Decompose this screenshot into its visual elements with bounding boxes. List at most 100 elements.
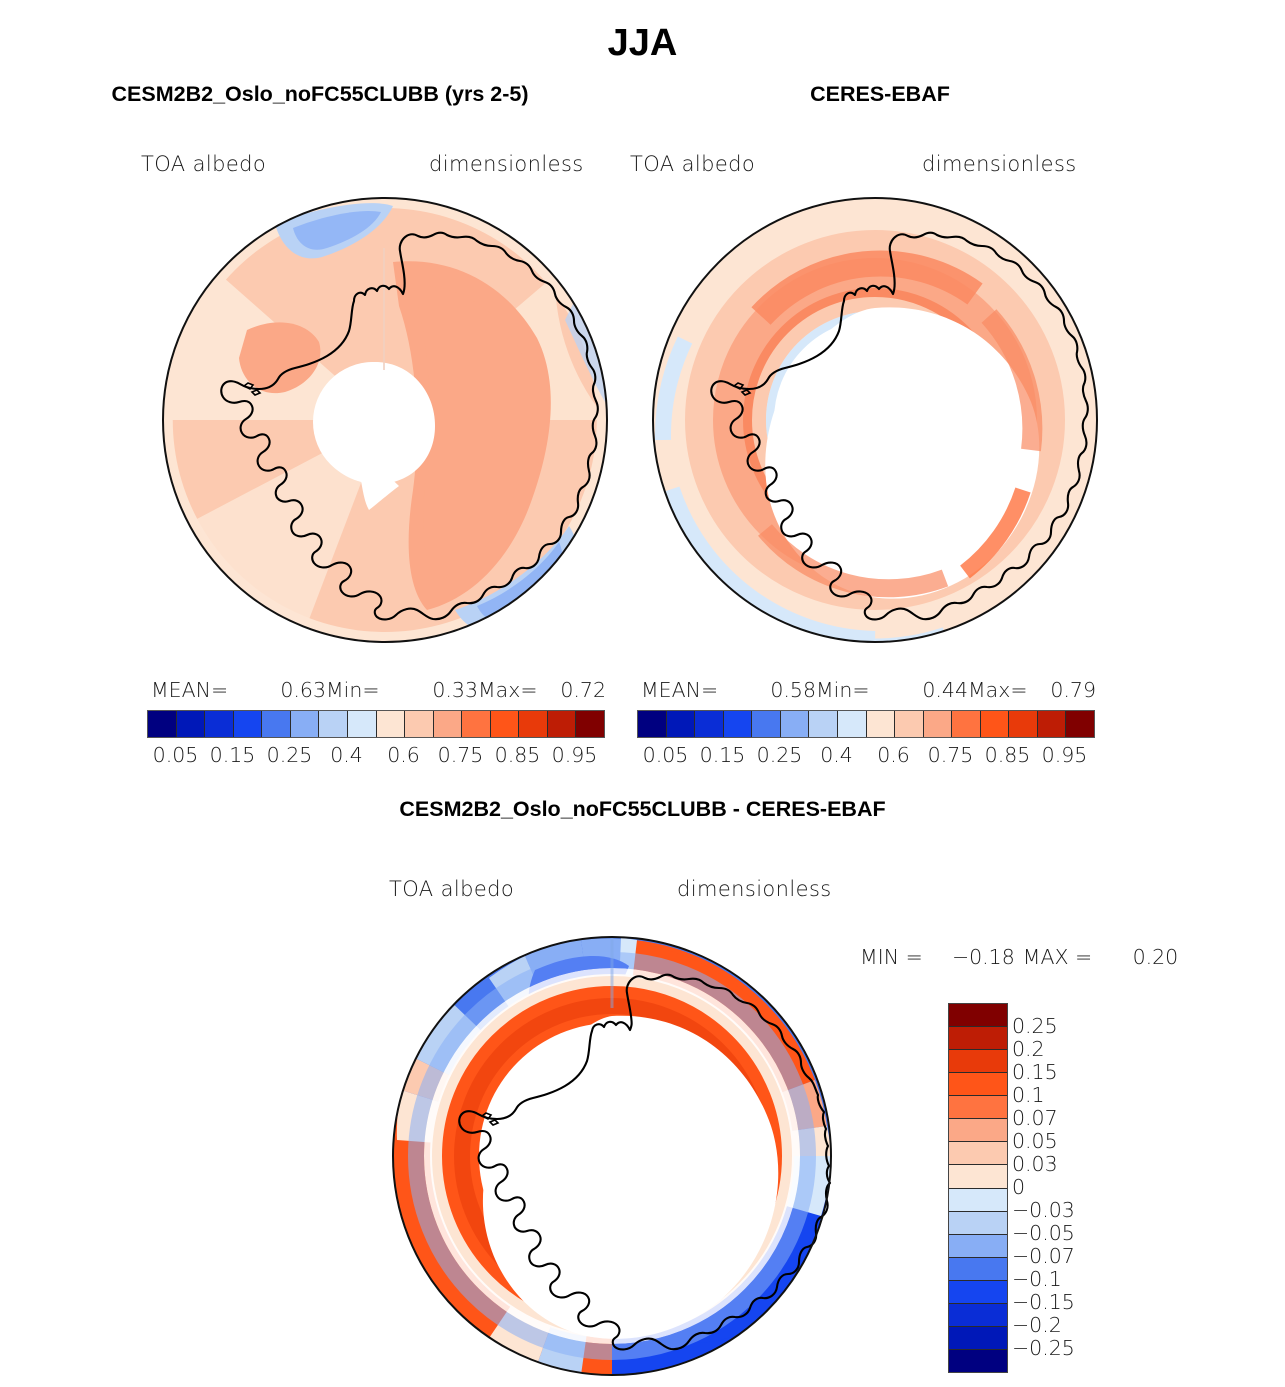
colorbar-cell [1037, 711, 1067, 737]
colorbar-cell [949, 1073, 1007, 1097]
polar-map-difference-svg [392, 936, 832, 1376]
stat-min-obs: Min= 0.44 [816, 678, 968, 702]
obs-contour-fill [653, 198, 1097, 642]
colorbar-tick-label: −0.15 [1012, 1290, 1075, 1314]
difference-max-value: 0.20 [1132, 945, 1179, 969]
colorbar-cell [695, 711, 724, 737]
stat-max-obs: Max= 0.79 [968, 678, 1096, 702]
colorbar-cell [547, 711, 577, 737]
colorbar-tick-label: 0.4 [330, 743, 363, 767]
colorbar-cell [952, 711, 981, 737]
colorbar-tick-label: 0.15 [209, 743, 256, 767]
colorbar-tick-label: 0.05 [152, 743, 199, 767]
colorbar-tick-label: 0.6 [387, 743, 420, 767]
units-label-model: dimensionless [429, 152, 584, 176]
difference-contour-fill [393, 937, 831, 1375]
colorbar-cell [949, 1211, 1007, 1235]
colorbar-cell [923, 711, 953, 737]
colorbar-cell [290, 711, 320, 737]
colorbar-cell [405, 711, 434, 737]
stat-min-key-model: Min= [326, 678, 380, 702]
colorbar-tick-label: 0.85 [984, 743, 1031, 767]
colorbar-cell [866, 711, 896, 737]
antarctica-coastline-obs [710, 231, 1089, 621]
colorbar-cell [148, 711, 177, 737]
colorbar-cell [949, 1165, 1007, 1189]
stat-mean-key-model: MEAN= [151, 678, 229, 702]
colorbar-cell [949, 1303, 1007, 1327]
colorbar-tick-label: −0.05 [1012, 1221, 1075, 1245]
polar-circle-outline-model [162, 197, 608, 643]
colorbar-cell [949, 1257, 1007, 1281]
colorbar-cell [666, 711, 696, 737]
stat-mean-obs: MEAN= 0.58 [641, 678, 816, 702]
colorbar-cell [949, 1234, 1007, 1258]
colorbar-tick-label: 0.05 [642, 743, 689, 767]
panel-title-difference: CESM2B2_Oslo_noFC55CLUBB - CERES-EBAF [399, 797, 886, 821]
colorbar-cell [980, 711, 1010, 737]
stat-max-value-obs: 0.79 [1050, 678, 1096, 702]
stats-row-model: MEAN= 0.63 Min= 0.33 Max= 0.72 [151, 678, 606, 702]
difference-min-value: −0.18 [951, 945, 1015, 969]
field-label-model: TOA albedo [141, 152, 267, 176]
colorbar-tick-label: 0.6 [877, 743, 910, 767]
colorbar-tick-label: −0.1 [1012, 1267, 1062, 1291]
antarctica-coastline-model [220, 231, 599, 621]
colorbar-tick-label: 0.75 [927, 743, 974, 767]
colorbar-cell [837, 711, 867, 737]
colorbar-labels-obs: 0.05 0.15 0.25 0.4 0.6 0.75 0.85 0.95 [637, 743, 1093, 771]
colorbar-tick-label: 0 [1012, 1175, 1026, 1199]
polar-map-difference [385, 930, 840, 1382]
antarctica-islands-difference [480, 1112, 500, 1126]
colorbar-difference [948, 1003, 1008, 1373]
colorbar-cell [895, 711, 924, 737]
colorbar-cell [949, 1188, 1007, 1212]
antarctica-islands-model [242, 382, 262, 396]
colorbar-tick-label: 0.15 [699, 743, 746, 767]
colorbar-tick-label: 0.2 [1012, 1037, 1045, 1061]
colorbar-cell [949, 1050, 1007, 1074]
model-contour-fill [163, 198, 607, 642]
stat-max-value-model: 0.72 [560, 678, 606, 702]
colorbar-cell [752, 711, 781, 737]
colorbar-labels-difference: 0.25 0.2 0.15 0.1 0.07 0.05 0.03 0 −0.03 −0.05 −0.… [1012, 1003, 1122, 1371]
colorbar-obs [637, 710, 1095, 738]
colorbar-tick-label: 0.95 [551, 743, 598, 767]
difference-minmax: MIN = −0.18 MAX = 0.20 [860, 945, 1178, 969]
colorbar-cell [949, 1027, 1007, 1051]
stat-min-model: Min= 0.33 [326, 678, 478, 702]
colorbar-tick-label: 0.07 [1012, 1106, 1058, 1130]
colorbar-tick-label: 0.1 [1012, 1083, 1045, 1107]
colorbar-cell [949, 1096, 1007, 1120]
colorbar-cell [638, 711, 667, 737]
colorbar-labels-model: 0.05 0.15 0.25 0.4 0.6 0.75 0.85 0.95 [147, 743, 603, 771]
colorbar-cell [205, 711, 234, 737]
colorbar-tick-label: 0.95 [1041, 743, 1088, 767]
colorbar-tick-label: 0.85 [494, 743, 541, 767]
colorbar-tick-label: 0.15 [1012, 1060, 1058, 1084]
season-title: JJA [607, 22, 678, 64]
stat-max-key-model: Max= [478, 678, 538, 702]
stats-row-obs: MEAN= 0.58 Min= 0.44 Max= 0.79 [641, 678, 1096, 702]
colorbar-cell [376, 711, 406, 737]
colorbar-cell [949, 1119, 1007, 1143]
colorbar-cell [949, 1326, 1007, 1350]
colorbar-tick-label: 0.03 [1012, 1152, 1058, 1176]
colorbar-cell [809, 711, 838, 737]
colorbar-tick-label: −0.07 [1012, 1244, 1075, 1268]
panel-title-model: CESM2B2_Oslo_noFC55CLUBB (yrs 2-5) [111, 82, 529, 106]
stat-max-key-obs: Max= [968, 678, 1028, 702]
stat-min-value-model: 0.33 [432, 678, 478, 702]
colorbar-cell [347, 711, 377, 737]
panel-title-obs: CERES-EBAF [810, 82, 950, 106]
colorbar-cell [1066, 711, 1094, 737]
stat-mean-key-obs: MEAN= [641, 678, 719, 702]
colorbar-cell [490, 711, 520, 737]
colorbar-cell [949, 1004, 1007, 1028]
colorbar-cell [723, 711, 753, 737]
stat-min-key-obs: Min= [816, 678, 870, 702]
colorbar-tick-label: 0.25 [266, 743, 313, 767]
colorbar-cell [949, 1349, 1007, 1372]
polar-map-model-svg [162, 197, 608, 643]
antarctica-coastline-difference [458, 973, 832, 1351]
